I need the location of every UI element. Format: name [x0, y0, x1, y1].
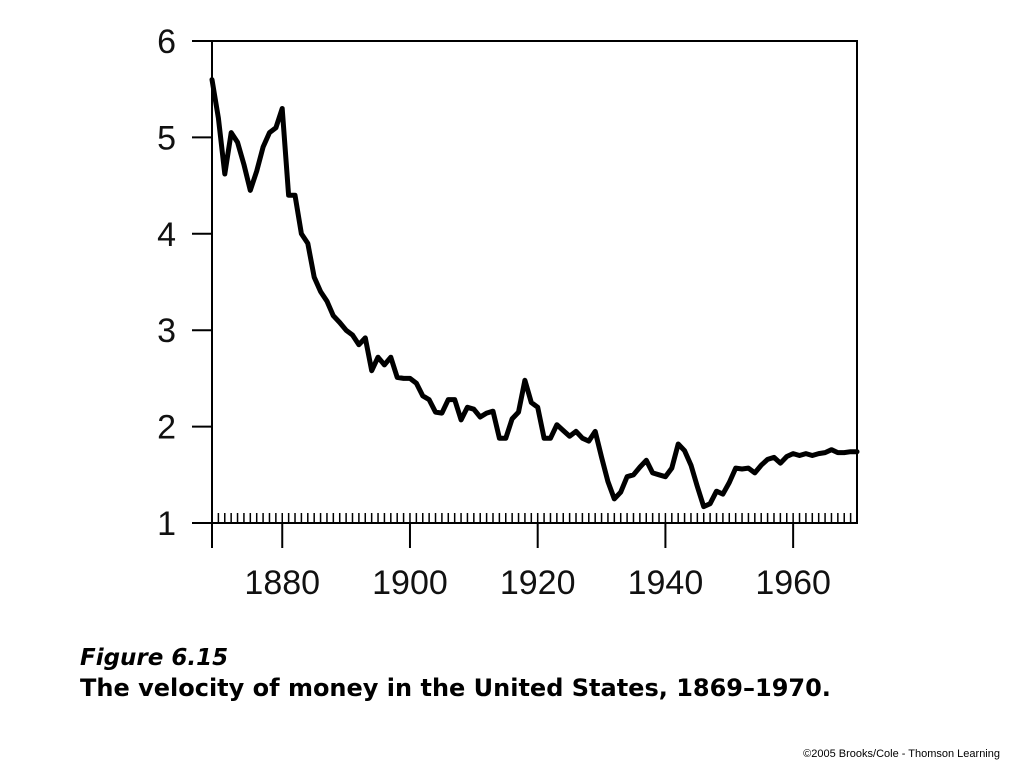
plot-frame: [211, 40, 858, 524]
velocity-series-line: [209, 77, 860, 510]
copyright-notice: ©2005 Brooks/Cole - Thomson Learning: [803, 748, 1000, 760]
y-axis: 1 2 3 4 5 6: [157, 23, 212, 543]
x-tick-label: 1940: [628, 564, 704, 602]
figure-number: Figure 6.15: [80, 645, 229, 671]
x-axis: 1880 1900 1920 1940 1960: [211, 523, 831, 602]
x-tick-label: 1920: [500, 564, 576, 602]
y-tick-label: 4: [157, 216, 176, 254]
y-tick-label: 6: [157, 23, 176, 61]
x-tick-label: 1880: [244, 564, 320, 602]
y-tick-label: 5: [157, 119, 176, 157]
velocity-line-chart: 1 2 3 4 5 6 1880 1900 1920 1940 1960: [157, 23, 860, 602]
x-tick-label: 1900: [372, 564, 448, 602]
y-tick-label: 3: [157, 312, 176, 350]
y-tick-label: 1: [157, 505, 176, 543]
figure-caption: The velocity of money in the United Stat…: [80, 674, 831, 702]
y-tick-label: 2: [157, 409, 176, 447]
x-tick-label: 1960: [755, 564, 831, 602]
x-minor-ticks: [211, 513, 858, 523]
